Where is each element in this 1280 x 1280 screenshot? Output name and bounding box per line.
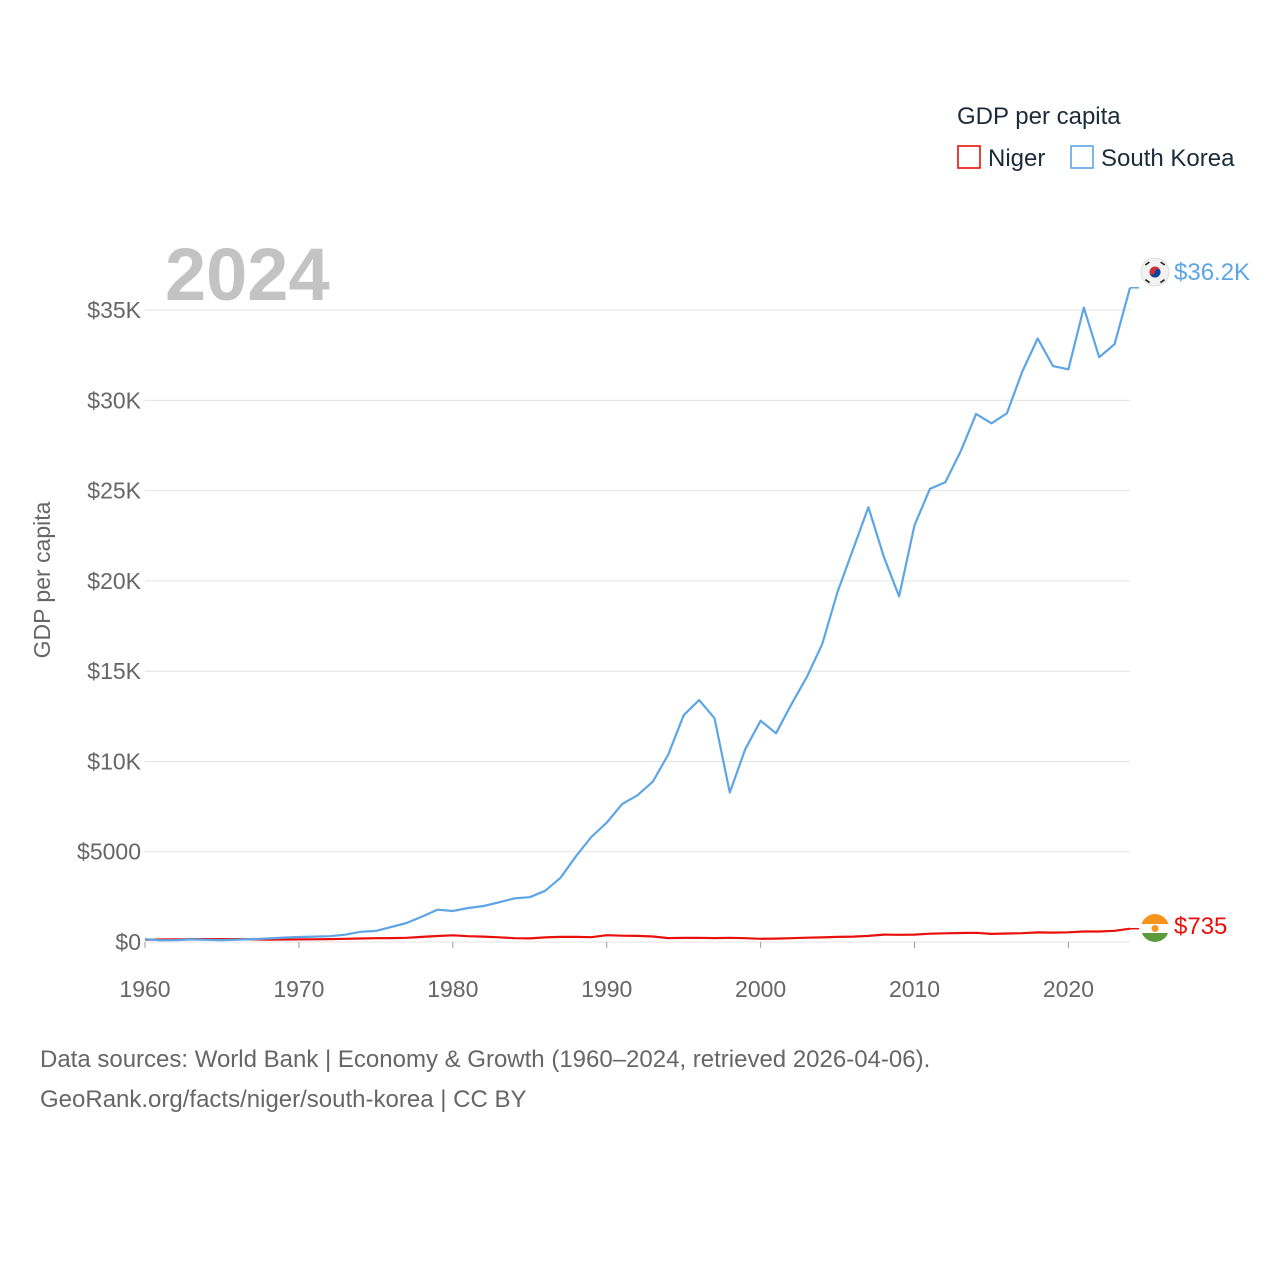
y-tick-label: $35K — [87, 297, 141, 323]
legend-swatch-south-korea[interactable] — [1070, 145, 1094, 169]
y-tick-label: $0 — [115, 929, 141, 955]
y-tick-label: $10K — [87, 748, 141, 774]
x-tick-label: 1970 — [273, 976, 324, 1002]
series-lines — [144, 287, 1139, 942]
legend-label-niger[interactable]: Niger — [988, 145, 1045, 172]
x-tick-label: 1960 — [119, 976, 170, 1002]
y-tick-label: $5000 — [77, 839, 141, 865]
y-tick-label: $20K — [87, 568, 141, 594]
year-label: 2024 — [165, 233, 330, 316]
legend-label-south-korea[interactable]: South Korea — [1101, 145, 1235, 172]
y-tick-label: $25K — [87, 478, 141, 504]
x-tick-label: 2020 — [1043, 976, 1094, 1002]
y-tick-label: $30K — [87, 387, 141, 413]
x-tick-label: 1980 — [427, 976, 478, 1002]
legend-title: GDP per capita — [957, 103, 1121, 130]
x-tick-label: 2000 — [735, 976, 786, 1002]
legend[interactable]: GDP per capita Niger South Korea — [957, 103, 1235, 172]
grid-lines — [145, 309, 1130, 943]
x-tick-label: 2010 — [889, 976, 940, 1002]
source-line-2[interactable]: GeoRank.org/facts/niger/south-korea | CC… — [40, 1086, 527, 1113]
end-label-niger: $735 — [1174, 913, 1227, 940]
niger-flag-icon — [1141, 914, 1169, 942]
end-markers: $36.2K $735 — [1140, 257, 1250, 942]
y-axis-ticks: $0 $5000 $10K $15K $20K $25K $30K $35K — [77, 297, 142, 955]
series-line-south-korea[interactable] — [144, 287, 1132, 942]
y-tick-label: $15K — [87, 658, 141, 684]
south-korea-flag-icon — [1140, 257, 1170, 287]
source-line-1: Data sources: World Bank | Economy & Gro… — [40, 1046, 931, 1073]
x-tick-label: 1990 — [581, 976, 632, 1002]
x-axis-ticks: 1960 1970 1980 1990 2000 2010 2020 — [119, 942, 1094, 1002]
series-line-niger[interactable] — [144, 927, 1131, 941]
y-axis-title: GDP per capita — [29, 501, 55, 658]
legend-swatch-niger[interactable] — [957, 145, 981, 169]
end-label-south-korea: $36.2K — [1174, 259, 1250, 286]
source-note: Data sources: World Bank | Economy & Gro… — [40, 1040, 1240, 1120]
chart-svg: 2024 $0 $5000 $10K $15K $20K $25K $30K $35K 196… — [29, 103, 1250, 1002]
